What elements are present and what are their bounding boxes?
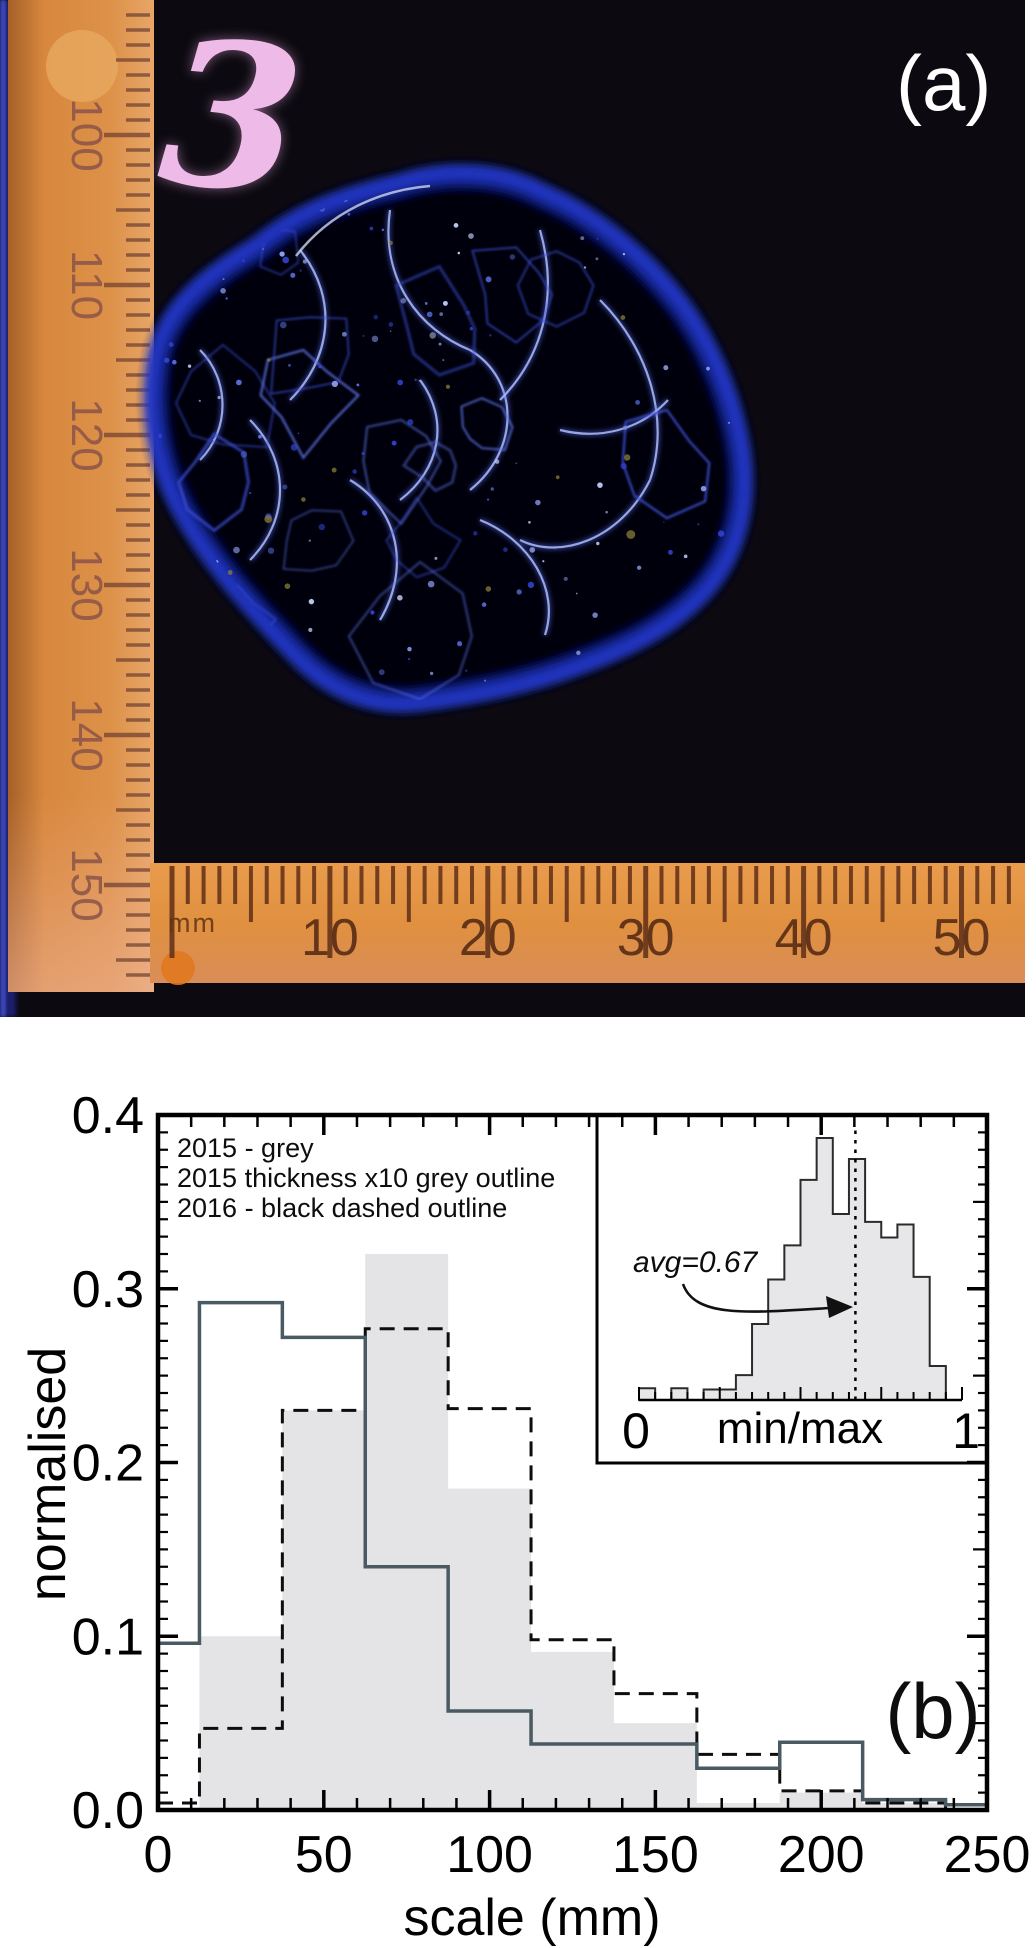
y-tick-label: 0.0 bbox=[72, 1782, 144, 1840]
inset-tick-label-0: 0 bbox=[622, 1403, 650, 1459]
vertical-ruler-number: 100 bbox=[62, 98, 111, 171]
vertical-ruler-number: 110 bbox=[62, 250, 111, 320]
avg-arrow bbox=[681, 1283, 831, 1313]
horizontal-ruler-number: 10 bbox=[301, 909, 359, 967]
legend-entry-2015-grey: 2015 - grey bbox=[177, 1133, 314, 1163]
x-tick-label: 200 bbox=[778, 1826, 865, 1884]
x-tick-label: 100 bbox=[446, 1826, 533, 1884]
x-axis-title: scale (mm) bbox=[403, 1889, 661, 1947]
y-axis-title: normalised bbox=[19, 1346, 77, 1602]
horizontal-ruler-number: 30 bbox=[617, 909, 675, 967]
legend-entry-2016-dashed: 2016 - black dashed outline bbox=[177, 1193, 508, 1223]
ruler-unit-label: mm bbox=[168, 908, 217, 938]
specimen-blob bbox=[155, 176, 742, 701]
horizontal-ruler-number: 40 bbox=[775, 909, 833, 967]
blue-glow-left-line bbox=[0, 0, 6, 1017]
white-scratch bbox=[295, 184, 431, 257]
vertical-ruler-number: 150 bbox=[62, 848, 111, 921]
axis-ticks bbox=[156, 1113, 989, 1812]
specimen-photo-graphic: 100 110 120 130 140 150 10 20 30 40 50 bbox=[0, 0, 1025, 1017]
panel-a-photo: 100 110 120 130 140 150 10 20 30 40 50 3 bbox=[0, 0, 1025, 1017]
y-tick-label: 0.1 bbox=[72, 1608, 144, 1666]
vertical-ruler-number: 130 bbox=[62, 548, 111, 621]
inset-histogram bbox=[638, 1128, 963, 1402]
legend-entry-2015-thickness: 2015 thickness x10 grey outline bbox=[177, 1163, 556, 1193]
avg-annotation: avg=0.67 bbox=[633, 1246, 758, 1279]
panel-b-label: (b) bbox=[885, 1667, 981, 1755]
vertical-ruler: 100 110 120 130 140 150 bbox=[8, 0, 154, 992]
horizontal-ruler: 10 20 30 40 50 bbox=[150, 862, 1025, 985]
panel-a-label: (a) bbox=[896, 39, 992, 127]
histogram-2015-solid-outline bbox=[158, 1300, 989, 1810]
x-tick-label: 150 bbox=[612, 1826, 699, 1884]
y-tick-label: 0.2 bbox=[72, 1435, 144, 1493]
inset-tick-label-1: 1 bbox=[952, 1403, 980, 1459]
avg-arrowhead bbox=[826, 1296, 853, 1318]
orange-dot bbox=[161, 951, 195, 985]
horizontal-ruler-number: 20 bbox=[459, 909, 517, 967]
inset-x-axis-title: min/max bbox=[716, 1404, 884, 1453]
x-tick-label: 50 bbox=[295, 1826, 353, 1884]
y-tick-label: 0.3 bbox=[72, 1261, 144, 1319]
x-tick-label: 0 bbox=[144, 1826, 173, 1884]
y-tick-label: 0.4 bbox=[72, 1087, 144, 1145]
x-tick-label: 250 bbox=[944, 1826, 1031, 1884]
vertical-ruler-number: 140 bbox=[62, 698, 111, 771]
vertical-ruler-number: 120 bbox=[62, 398, 111, 471]
ruler-sticker-spot bbox=[46, 30, 118, 102]
horizontal-ruler-number: 50 bbox=[933, 909, 991, 967]
